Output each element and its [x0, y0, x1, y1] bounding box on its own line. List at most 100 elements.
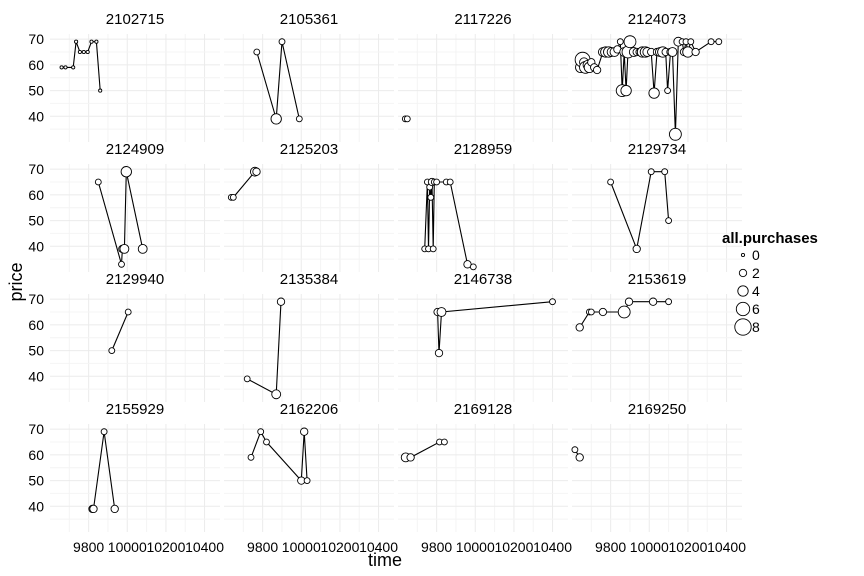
- data-point: [71, 65, 76, 70]
- y-tick-label: 50: [28, 83, 44, 99]
- data-point: [715, 38, 723, 46]
- x-tick-label: 10000: [282, 539, 321, 555]
- data-point: [137, 243, 148, 254]
- legend-label: 4: [752, 283, 760, 299]
- x-axis-title: time: [368, 550, 402, 570]
- gridlines: [572, 294, 742, 402]
- data-point: [469, 263, 477, 271]
- gridlines: [224, 294, 394, 402]
- data-point: [707, 38, 715, 46]
- gridlines: [572, 164, 742, 272]
- y-axis-title: price: [6, 262, 26, 301]
- axes: time price: [6, 262, 402, 570]
- y-tick-label: 40: [28, 498, 44, 514]
- data-point: [433, 178, 440, 186]
- data-point: [94, 39, 99, 44]
- data-point: [300, 427, 309, 436]
- data-point: [295, 115, 303, 123]
- x-tick-label: 10200: [320, 539, 359, 555]
- data-point: [118, 260, 125, 268]
- x-tick-label: 10400: [185, 539, 224, 555]
- facet-strip-label: 2155929: [106, 401, 164, 418]
- x-tick-label: 9800: [421, 539, 452, 555]
- x-tick-label: 10000: [456, 539, 495, 555]
- legend-key: [735, 301, 751, 317]
- series-line: [250, 430, 308, 482]
- facet-panels: 2102715 40 50 60 70 2105361 2117226 2124073 2124…: [28, 11, 746, 555]
- gridlines: [50, 294, 220, 402]
- data-point: [77, 49, 82, 55]
- facet-strip-label: 2129734: [628, 141, 686, 158]
- data-point: [549, 298, 556, 306]
- gridlines: [398, 424, 568, 532]
- data-point: [632, 244, 641, 254]
- series-line: [61, 41, 101, 91]
- gridlines: [224, 424, 394, 532]
- data-point: [440, 438, 448, 446]
- data-point: [119, 243, 130, 254]
- legend-key: [734, 318, 752, 336]
- y-tick-label: 60: [28, 317, 44, 333]
- data-point: [253, 48, 261, 56]
- data-point: [257, 428, 265, 436]
- y-tick-label: 70: [28, 421, 44, 437]
- data-point: [98, 88, 103, 93]
- data-point: [243, 375, 251, 383]
- data-point: [94, 178, 102, 186]
- x-tick-label: 9800: [595, 539, 626, 555]
- x-tick-label: 10000: [108, 539, 147, 555]
- data-point: [263, 438, 270, 446]
- facet-panel: 2124073: [572, 11, 742, 142]
- data-point: [667, 47, 678, 57]
- gridlines: [224, 34, 394, 142]
- data-point: [278, 38, 286, 46]
- facet-panel: 2162206 9800 10000 10200 10400: [224, 401, 398, 555]
- data-point: [571, 446, 579, 454]
- data-point: [661, 168, 669, 176]
- facet-panel: 2128959: [398, 141, 568, 272]
- facet-panel: 2102715 40 50 60 70: [28, 11, 220, 142]
- y-tick-label: 50: [28, 213, 44, 229]
- data-point: [252, 167, 261, 176]
- y-tick-label: 60: [28, 57, 44, 73]
- data-point: [59, 65, 64, 70]
- data-point: [110, 504, 119, 514]
- gridlines: [50, 164, 220, 272]
- gridlines: [572, 34, 742, 142]
- x-tick-label: 10400: [533, 539, 572, 555]
- legend: all.purchases 0 2 4 6 8: [722, 230, 818, 336]
- data-point: [303, 477, 311, 484]
- facet-strip-label: 2169128: [454, 401, 512, 418]
- facet-strip-label: 2105361: [280, 11, 338, 28]
- x-tick-label: 9800: [247, 539, 278, 555]
- data-point: [617, 305, 631, 319]
- data-point: [647, 168, 655, 176]
- facet-panel: 2146738: [398, 271, 568, 402]
- series-line: [246, 301, 282, 396]
- data-point: [687, 38, 695, 46]
- data-point: [100, 428, 108, 436]
- facet-strip-label: 2128959: [454, 141, 512, 158]
- data-point: [124, 308, 132, 316]
- gridlines: [224, 164, 394, 272]
- facet-strip-label: 2129940: [106, 271, 164, 288]
- data-point: [81, 49, 86, 55]
- facet-panel: 2153619: [572, 271, 742, 402]
- x-tick-label: 10400: [359, 539, 398, 555]
- legend-key: [738, 268, 748, 278]
- data-point: [648, 87, 660, 99]
- legend-key: [740, 252, 746, 258]
- data-point: [620, 84, 632, 97]
- data-point: [446, 178, 454, 186]
- data-point: [691, 47, 700, 57]
- series-line: [92, 431, 116, 510]
- data-point: [616, 38, 624, 46]
- series-line: [256, 41, 300, 120]
- legend-label: 2: [752, 265, 760, 281]
- facet-panel: 2155929 40 50 60 70 9800 10000 10200 10400: [28, 401, 224, 555]
- gridlines: [572, 424, 742, 532]
- data-point: [89, 39, 94, 44]
- data-point: [665, 298, 672, 306]
- data-point: [247, 453, 255, 461]
- data-point: [598, 307, 608, 317]
